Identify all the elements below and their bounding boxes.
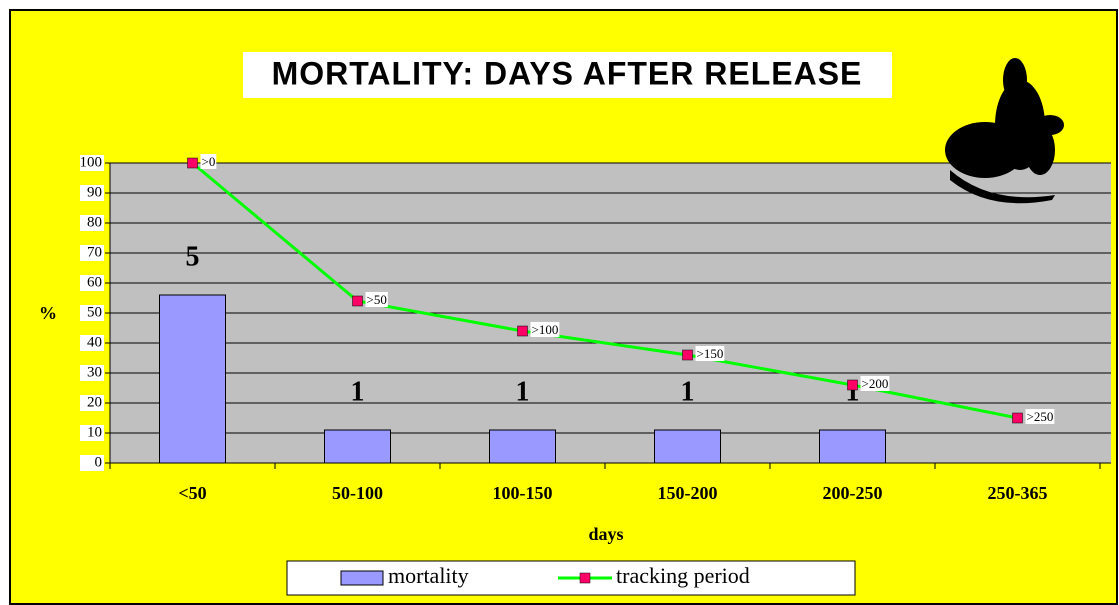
x-tick-label: <50 (178, 483, 206, 503)
chart-title: MORTALITY: DAYS AFTER RELEASE (272, 55, 863, 91)
marker (1013, 413, 1023, 423)
point-label: >150 (697, 346, 724, 361)
legend-label: tracking period (616, 563, 750, 588)
bar (160, 295, 226, 463)
y-tick-label: 50 (87, 304, 102, 320)
bar-annotation: 1 (351, 376, 365, 407)
y-tick-label: 20 (87, 394, 102, 410)
y-tick-label: 10 (87, 424, 102, 440)
bar-annotation: 5 (186, 241, 200, 272)
marker (683, 350, 693, 360)
page: {"chart_data": { "type": "bar-line", "ti… (0, 0, 1119, 605)
point-label: >250 (1027, 409, 1054, 424)
chart: MORTALITY: DAYS AFTER RELEASE 0 10 20 30 40 5… (0, 0, 1119, 605)
y-tick-label: 80 (87, 214, 102, 230)
point-label: >0 (202, 154, 216, 169)
bar (655, 430, 721, 463)
marker (188, 158, 198, 168)
x-tick-label: 200-250 (823, 483, 883, 503)
x-tick-label: 50-100 (332, 483, 383, 503)
bar-annotation: 1 (681, 376, 695, 407)
point-label: >200 (862, 376, 889, 391)
y-tick-label: 70 (87, 244, 102, 260)
x-tick-label: 250-365 (988, 483, 1048, 503)
point-label: >100 (532, 322, 559, 337)
point-label: >50 (367, 292, 387, 307)
legend-label: mortality (388, 563, 469, 588)
x-axis-label: days (588, 524, 623, 544)
y-tick-label: 100 (80, 154, 103, 170)
x-tick-label: 150-200 (658, 483, 718, 503)
bar-annotation: 1 (516, 376, 530, 407)
y-tick-label: 30 (87, 364, 102, 380)
bar (820, 430, 886, 463)
y-tick-label: 0 (95, 454, 103, 470)
marker (848, 380, 858, 390)
legend-swatch (341, 571, 383, 585)
y-tick-label: 60 (87, 274, 102, 290)
y-axis-label: % (39, 303, 57, 323)
y-tick-label: 90 (87, 184, 102, 200)
marker (353, 296, 363, 306)
bar (490, 430, 556, 463)
y-tick-label: 40 (87, 334, 102, 350)
marker (518, 326, 528, 336)
x-tick-label: 100-150 (493, 483, 553, 503)
legend-marker (580, 573, 590, 583)
bar (325, 430, 391, 463)
